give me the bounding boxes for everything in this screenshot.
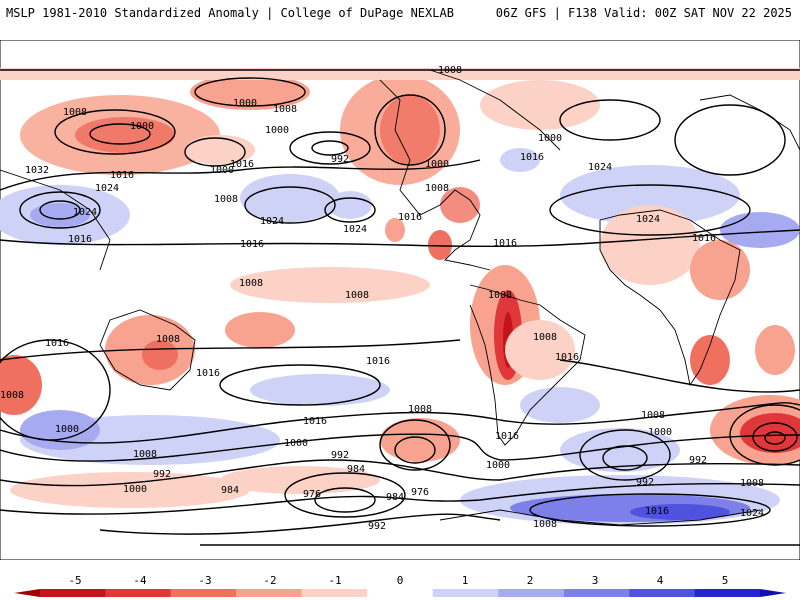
isobar-label: 1000 xyxy=(233,98,257,109)
colorbar-tick-label: -2 xyxy=(263,574,276,587)
isobar-label: 1008 xyxy=(63,107,87,118)
isobar-label: 1024 xyxy=(260,216,284,227)
colorbar: -5 -4 -3 -2 -1 0 1 2 3 4 5 xyxy=(14,574,786,597)
isobar-label: 992 xyxy=(331,450,349,461)
isobar-label: 984 xyxy=(386,492,404,503)
colorbar-boxes xyxy=(40,589,760,597)
colorbar-tick-label: -3 xyxy=(198,574,211,587)
isobar-label: 1008 xyxy=(408,404,432,415)
colorbar-tick-label: 4 xyxy=(657,574,664,587)
isobar-label: 984 xyxy=(221,485,239,496)
isobar-label: 1000 xyxy=(648,427,672,438)
isobar-label: 1008 xyxy=(214,194,238,205)
valid-time: 06Z GFS | F138 Valid: 00Z SAT NOV 22 202… xyxy=(495,6,792,20)
isobar-label: 1024 xyxy=(636,214,660,225)
isobar-label: 1008 xyxy=(740,478,764,489)
isobar-label: 1008 xyxy=(0,390,24,401)
isobar-label: 1000 xyxy=(123,484,147,495)
colorbar-tick-label: 5 xyxy=(722,574,729,587)
colorbar-box xyxy=(301,589,368,597)
isobar-label: 1000 xyxy=(538,133,562,144)
colorbar-tick-label: -1 xyxy=(328,574,341,587)
isobar-label: 1024 xyxy=(343,224,367,235)
colorbar-box xyxy=(498,589,564,597)
isobar-label: 1000 xyxy=(210,165,234,176)
isobar-label: 1024 xyxy=(740,508,764,519)
isobar-label: 1000 xyxy=(486,460,510,471)
isobar-label: 976 xyxy=(303,489,321,500)
colorbar-right-arrow xyxy=(760,589,786,597)
isobar-label: 1016 xyxy=(493,238,517,249)
colorbar-box xyxy=(170,589,237,597)
anomaly-map: 1008 1000 1008 1000 1000 1000 1008 1016 … xyxy=(0,40,800,560)
colorbar-tick-label: 3 xyxy=(592,574,599,587)
isobar-label: 992 xyxy=(636,477,654,488)
colorbar-box xyxy=(432,589,499,597)
colorbar-box xyxy=(563,589,630,597)
isobar-label: 1016 xyxy=(240,239,264,250)
colorbar-tick-label: -4 xyxy=(133,574,147,587)
colorbar-box xyxy=(694,589,760,597)
colorbar-box xyxy=(367,589,433,597)
isobar-label: 1016 xyxy=(110,170,134,181)
isobar-label: 1008 xyxy=(273,104,297,115)
isobar-label: 1016 xyxy=(68,234,92,245)
isobar-label: 1032 xyxy=(25,165,49,176)
isobar-label: 1016 xyxy=(645,506,669,517)
isobar-labels: 1008 1000 1008 1000 1000 1000 1008 1016 … xyxy=(0,65,764,532)
isobar-label: 1008 xyxy=(488,290,512,301)
isobar-label: 1008 xyxy=(438,65,462,76)
isobar-label: 992 xyxy=(153,469,171,480)
isobar-label: 1000 xyxy=(55,424,79,435)
isobar-label: 1024 xyxy=(588,162,612,173)
isobar-label: 1008 xyxy=(533,332,557,343)
colorbar-ticks: -5 -4 -3 -2 -1 0 1 2 3 4 5 xyxy=(68,574,728,587)
isobar-label: 1016 xyxy=(495,431,519,442)
isobar-label: 992 xyxy=(368,521,386,532)
colorbar-box xyxy=(40,589,106,597)
colorbar-left-arrow xyxy=(14,589,40,597)
isobar-label: 1016 xyxy=(303,416,327,427)
isobar-label: 1000 xyxy=(284,438,308,449)
isobar-label: 1008 xyxy=(345,290,369,301)
isobar-label: 1008 xyxy=(425,183,449,194)
isobar-label: 992 xyxy=(689,455,707,466)
isobar-label: 1000 xyxy=(130,121,154,132)
map-title: MSLP 1981-2010 Standardized Anomaly | Co… xyxy=(6,6,454,20)
isobar-label: 1016 xyxy=(520,152,544,163)
isobar-label: 1016 xyxy=(555,352,579,363)
isobars xyxy=(0,69,800,546)
isobar-label: 1016 xyxy=(692,233,716,244)
isobar-label: 1016 xyxy=(398,212,422,223)
isobar-label: 1016 xyxy=(230,159,254,170)
isobar-label: 984 xyxy=(347,464,365,475)
isobar-label: 1024 xyxy=(73,207,97,218)
colorbar-tick-label: -5 xyxy=(68,574,81,587)
colorbar-tick-label: 0 xyxy=(397,574,404,587)
colorbar-box xyxy=(236,589,302,597)
isobar-label: 1008 xyxy=(239,278,263,289)
colorbar-box xyxy=(629,589,695,597)
isobar-label: 1008 xyxy=(156,334,180,345)
isobar-label: 1016 xyxy=(45,338,69,349)
isobar-label: 1016 xyxy=(366,356,390,367)
isobar-label: 1000 xyxy=(425,159,449,170)
colorbar-tick-label: 2 xyxy=(527,574,534,587)
colorbar-tick-label: 1 xyxy=(462,574,469,587)
isobar-label: 992 xyxy=(331,154,349,165)
isobar-label: 1000 xyxy=(265,125,289,136)
isobar-label: 1008 xyxy=(133,449,157,460)
isobar-label: 1024 xyxy=(95,183,119,194)
isobar-label: 976 xyxy=(411,487,429,498)
isobar-label: 1008 xyxy=(533,519,557,530)
coastlines xyxy=(0,69,800,526)
isobar-label: 1016 xyxy=(196,368,220,379)
colorbar-box xyxy=(105,589,171,597)
isobar-label: 1008 xyxy=(641,410,665,421)
